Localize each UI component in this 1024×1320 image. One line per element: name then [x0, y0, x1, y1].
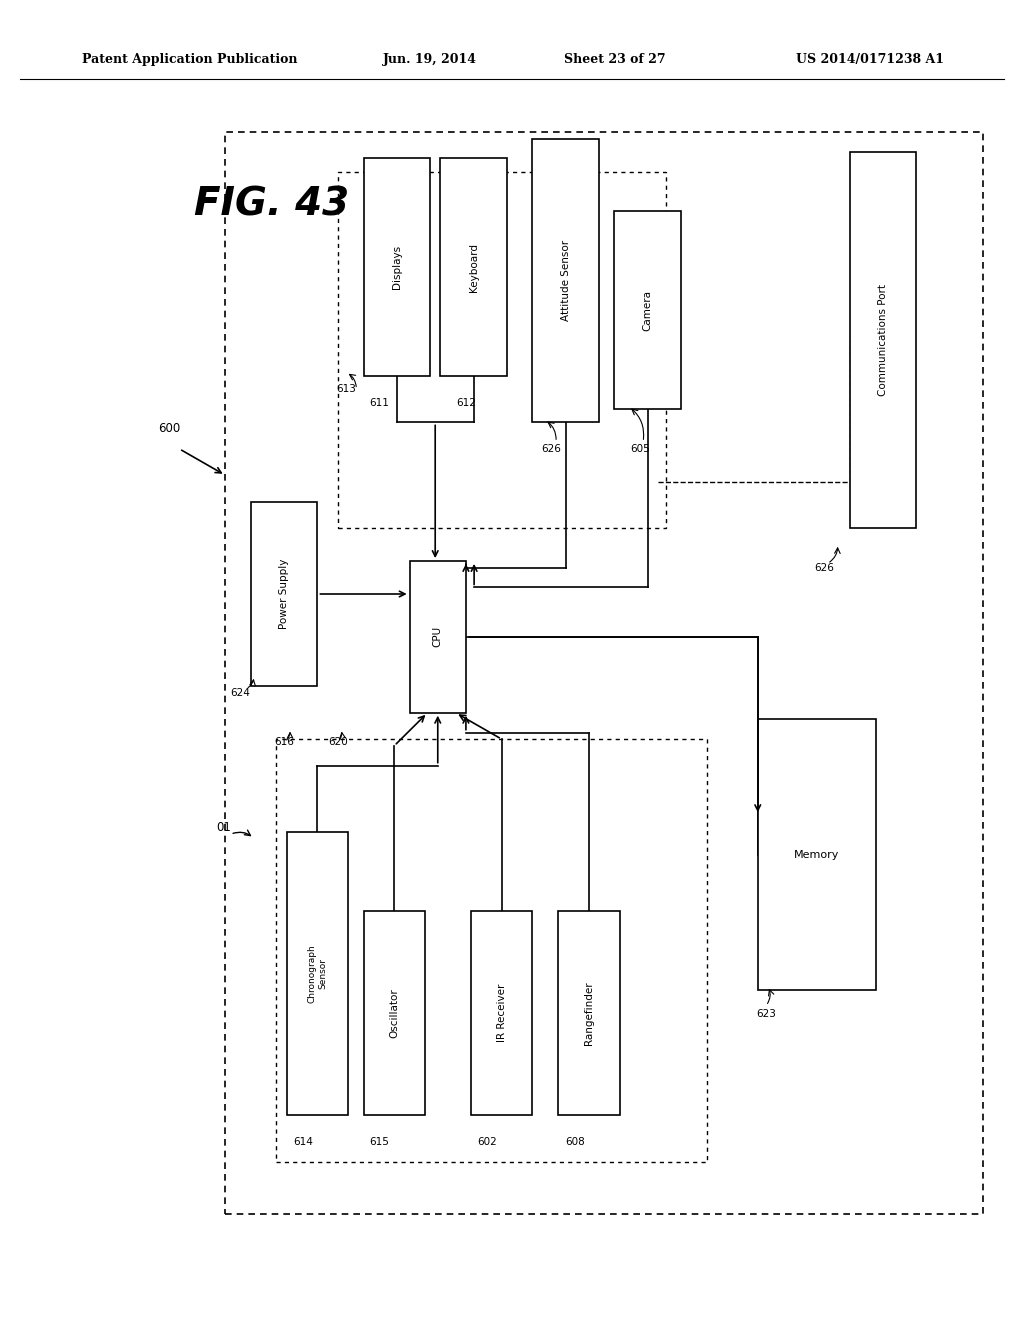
Text: Keyboard: Keyboard: [469, 243, 478, 292]
Text: 614: 614: [293, 1137, 313, 1147]
Text: 626: 626: [814, 562, 835, 573]
Text: Rangefinder: Rangefinder: [584, 981, 594, 1045]
Text: Communications Port: Communications Port: [879, 284, 888, 396]
Text: 613: 613: [336, 384, 356, 395]
Text: 616: 616: [274, 737, 295, 747]
Bar: [758, 719, 876, 990]
Text: 605: 605: [630, 444, 650, 454]
Text: Jun. 19, 2014: Jun. 19, 2014: [383, 53, 477, 66]
Text: 611: 611: [369, 397, 389, 408]
Text: 615: 615: [369, 1137, 389, 1147]
Text: Camera: Camera: [643, 289, 652, 331]
Text: 600: 600: [158, 422, 180, 436]
Text: Displays: Displays: [392, 246, 401, 289]
Text: 608: 608: [565, 1137, 586, 1147]
Text: US 2014/0171238 A1: US 2014/0171238 A1: [797, 53, 944, 66]
Text: Patent Application Publication: Patent Application Publication: [82, 53, 297, 66]
Text: 602: 602: [477, 1137, 498, 1147]
Text: 612: 612: [456, 397, 476, 408]
Text: FIG. 43: FIG. 43: [194, 186, 349, 223]
Text: 01: 01: [216, 821, 230, 834]
Text: Power Supply: Power Supply: [280, 558, 289, 630]
Bar: [364, 158, 430, 376]
Text: Memory: Memory: [794, 850, 840, 859]
Text: 626: 626: [541, 444, 561, 454]
Text: CPU: CPU: [433, 626, 442, 648]
Bar: [532, 139, 599, 422]
Bar: [251, 502, 317, 686]
Text: Attitude Sensor: Attitude Sensor: [561, 240, 570, 321]
Text: Oscillator: Oscillator: [389, 989, 399, 1038]
Bar: [850, 152, 916, 528]
Text: Sheet 23 of 27: Sheet 23 of 27: [563, 53, 666, 66]
Bar: [471, 911, 532, 1115]
Text: IR Receiver: IR Receiver: [497, 983, 507, 1043]
Text: 624: 624: [230, 688, 251, 698]
Bar: [440, 158, 507, 376]
Text: 620: 620: [328, 737, 348, 747]
Bar: [410, 561, 466, 713]
Bar: [287, 832, 348, 1115]
Bar: [364, 911, 425, 1115]
Bar: [558, 911, 620, 1115]
Text: Chronograph
Sensor: Chronograph Sensor: [308, 944, 327, 1003]
Bar: [614, 211, 681, 409]
Text: 623: 623: [756, 1008, 776, 1019]
